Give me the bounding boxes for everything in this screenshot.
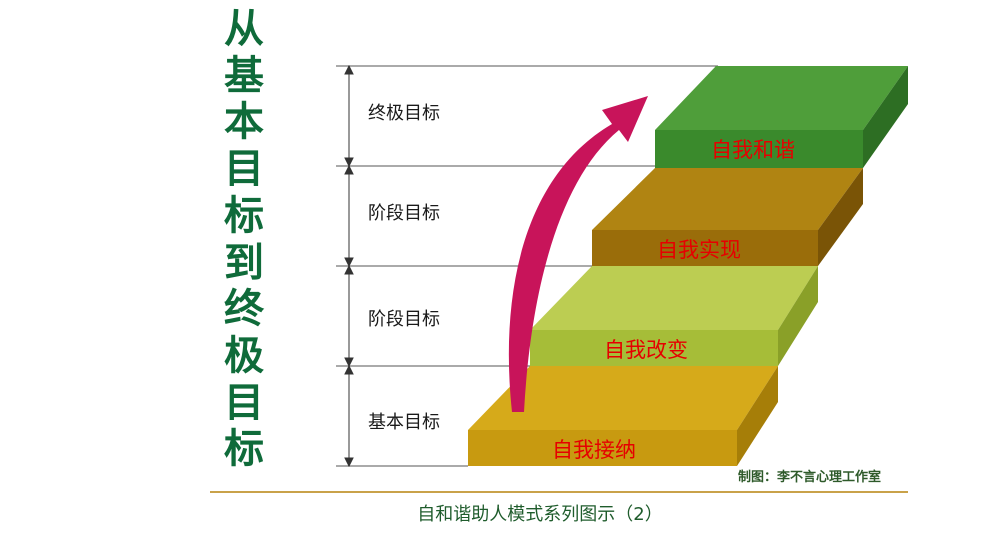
step-top-face [530, 266, 818, 330]
level-label-stage-upper: 阶段目标 [368, 203, 440, 224]
level-label-stage-lower: 阶段目标 [368, 309, 440, 330]
title-char: 目 [224, 146, 264, 193]
title-char: 极 [224, 332, 264, 379]
step-label-realization: 自我实现 [657, 238, 741, 262]
step-top-face [592, 168, 863, 230]
title-char: 到 [224, 239, 264, 286]
title-char: 终 [224, 286, 264, 333]
title-char: 本 [224, 99, 264, 146]
title-char: 目 [224, 379, 264, 426]
title-char: 基 [224, 52, 264, 99]
step-top-face [468, 366, 778, 430]
step-front-face [468, 430, 737, 466]
step-4-harmony [655, 66, 908, 168]
level-guides [336, 65, 718, 467]
step-side-face [737, 366, 778, 466]
dimension-arrows [344, 64, 354, 468]
vertical-title: 从 基 本 目 标 到 终 极 目 标 [222, 6, 266, 473]
title-char: 标 [224, 426, 264, 473]
caption: 自和谐助人模式系列图示（2） [417, 504, 663, 525]
progress-arrow [508, 96, 648, 412]
step-side-face [818, 168, 863, 266]
step-3-realization [592, 168, 863, 266]
divider [210, 491, 908, 493]
step-side-face [778, 266, 818, 366]
title-char: 标 [224, 192, 264, 239]
step-label-change: 自我改变 [604, 338, 688, 362]
step-1-acceptance [468, 366, 778, 466]
step-label-harmony: 自我和谐 [711, 138, 795, 162]
title-char: 从 [224, 6, 264, 52]
step-front-face [655, 130, 863, 168]
step-2-change [530, 266, 818, 366]
step-top-face [655, 66, 908, 130]
step-side-face [863, 66, 908, 168]
step-label-acceptance: 自我接纳 [552, 438, 636, 462]
arrowheads [344, 264, 354, 368]
arrowheads [344, 164, 354, 268]
credit-text: 制图：李不言心理工作室 [738, 470, 882, 485]
level-label-basic: 基本目标 [368, 412, 440, 433]
level-label-ultimate: 终极目标 [368, 103, 440, 124]
arrowheads [344, 64, 354, 168]
step-front-face [592, 230, 818, 266]
arrowheads [344, 364, 354, 468]
step-front-face [530, 330, 778, 366]
